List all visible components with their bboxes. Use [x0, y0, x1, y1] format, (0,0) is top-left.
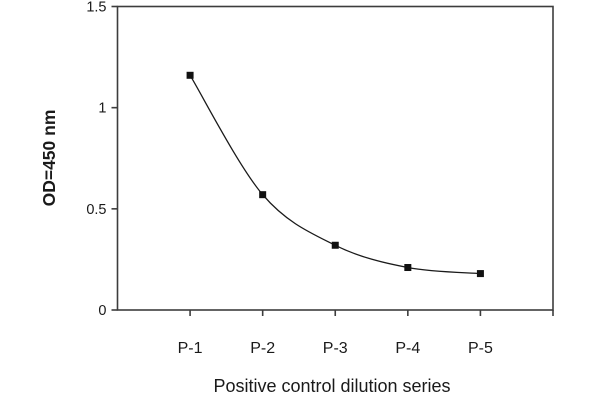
y-tick-label: 1 [98, 101, 106, 117]
x-tick-label: P-5 [468, 340, 493, 357]
data-point-marker [259, 191, 267, 199]
y-tick-label: 0 [98, 303, 106, 319]
x-tick-label: P-3 [323, 340, 348, 357]
x-tick-label: P-2 [250, 340, 275, 357]
data-point-marker [186, 71, 194, 79]
x-axis-title: Positive control dilution series [213, 376, 450, 396]
data-point-marker [404, 264, 412, 272]
data-point-marker [331, 241, 339, 249]
y-tick-label: 1.5 [86, 0, 106, 16]
plot-frame [116, 5, 554, 311]
x-tick-label: P-4 [395, 340, 420, 357]
y-tick-label: 0.5 [86, 202, 106, 218]
x-tick-label: P-1 [178, 340, 203, 357]
y-axis-title: OD=450 nm [39, 110, 59, 207]
chart-generated-layer: 0 0.5 1 1.5 P-1 P-2 P-3 P-4 P-5 [86, 0, 554, 357]
series-line [189, 74, 481, 275]
data-point-marker [476, 270, 484, 278]
